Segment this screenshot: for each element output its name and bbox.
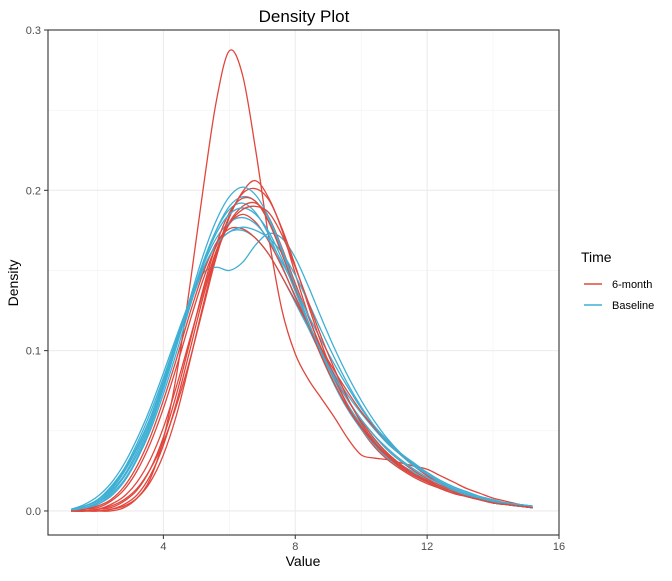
panel-border [47, 29, 560, 536]
x-axis-title: Value [286, 553, 321, 569]
y-tick-label: 0.0 [26, 506, 41, 518]
x-axis: 4 8 12 16 [160, 535, 565, 553]
plot-panel [48, 30, 559, 535]
x-tick-label: 12 [421, 541, 433, 553]
y-tick-label: 0.3 [26, 25, 41, 37]
legend-title: Time [581, 249, 612, 265]
density-line-6-month [71, 49, 533, 512]
legend: Time 6-month Baseline [581, 249, 654, 312]
density-line-baseline [70, 226, 533, 510]
x-tick-label: 16 [553, 541, 565, 553]
density-line-baseline [70, 216, 533, 510]
legend-label-6-month: 6-month [612, 279, 652, 291]
y-axis-title: Density [5, 260, 21, 307]
density-curves [70, 49, 533, 512]
x-tick-label: 4 [160, 541, 166, 553]
density-line-baseline [70, 207, 533, 512]
panel-background [48, 30, 559, 535]
density-line-6-month [71, 205, 533, 512]
chart-title: Density Plot [259, 7, 350, 26]
y-axis: 0.0 0.1 0.2 0.3 [26, 25, 48, 518]
legend-entries: 6-month Baseline [584, 279, 654, 312]
panel-frame [47, 29, 560, 536]
y-tick-label: 0.2 [26, 185, 41, 197]
legend-label-baseline: Baseline [612, 300, 654, 312]
y-tick-label: 0.1 [26, 346, 41, 358]
x-tick-label: 8 [292, 541, 298, 553]
